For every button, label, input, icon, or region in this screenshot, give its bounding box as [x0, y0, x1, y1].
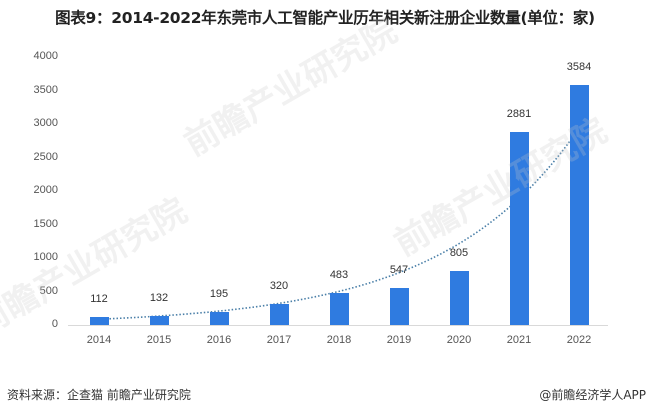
- data-label-2021: 2881: [506, 107, 532, 120]
- bar-2017: [269, 303, 289, 325]
- y-tick-label: 2500: [33, 150, 58, 163]
- bar-2015: [149, 316, 169, 325]
- y-tick-label: 3500: [33, 83, 58, 96]
- bar-2016: [209, 311, 229, 325]
- y-tick-label: 500: [39, 284, 58, 297]
- bar-2020: [449, 271, 469, 325]
- x-tick-label: 2017: [266, 334, 292, 346]
- y-tick-label: 2000: [33, 184, 58, 196]
- bar-2018: [329, 292, 349, 325]
- chart-title: 图表9：2014-2022年东莞市人工智能产业历年相关新注册企业数量(单位：家): [55, 9, 595, 27]
- bar-2022: [569, 84, 589, 325]
- bar-chart: 0 500 1000 1500 2000 2500 3000 3500 4000 112 2014 1…: [33, 50, 608, 346]
- trendline-path: [98, 127, 580, 320]
- y-tick-label: 1000: [33, 251, 58, 263]
- y-tick-label: 3000: [33, 117, 58, 129]
- x-tick-label: 2015: [146, 334, 172, 346]
- x-tick-label: 2021: [506, 334, 532, 346]
- trendline: [98, 127, 580, 320]
- data-label-2015: 132: [149, 292, 169, 305]
- data-label-2016: 195: [209, 287, 229, 300]
- x-tick-label: 2020: [446, 334, 472, 346]
- x-axis-line: [68, 325, 608, 326]
- data-label-2018: 483: [329, 268, 349, 281]
- x-tick-label: 2018: [326, 334, 352, 346]
- x-tick-label: 2022: [566, 334, 592, 346]
- credit-note: @前瞻经济学人APP: [539, 388, 646, 402]
- y-tick-label: 4000: [33, 50, 58, 62]
- bar-2019: [389, 288, 409, 325]
- y-tick-label: 1500: [33, 217, 58, 230]
- data-label-2014: 112: [90, 293, 108, 306]
- x-tick-label: 2019: [386, 334, 412, 346]
- data-label-2019: 547: [389, 264, 409, 277]
- x-tick-label: 2016: [206, 334, 232, 346]
- data-label-2020: 805: [449, 247, 469, 260]
- data-label-2017: 320: [269, 279, 289, 292]
- data-label-2022: 3584: [566, 60, 592, 73]
- source-note: 资料来源：企查猫 前瞻产业研究院: [7, 388, 191, 402]
- y-tick-label: 0: [51, 318, 58, 330]
- bar-2021: [509, 131, 529, 325]
- bar-2014: [89, 317, 109, 325]
- x-tick-label: 2014: [86, 334, 112, 346]
